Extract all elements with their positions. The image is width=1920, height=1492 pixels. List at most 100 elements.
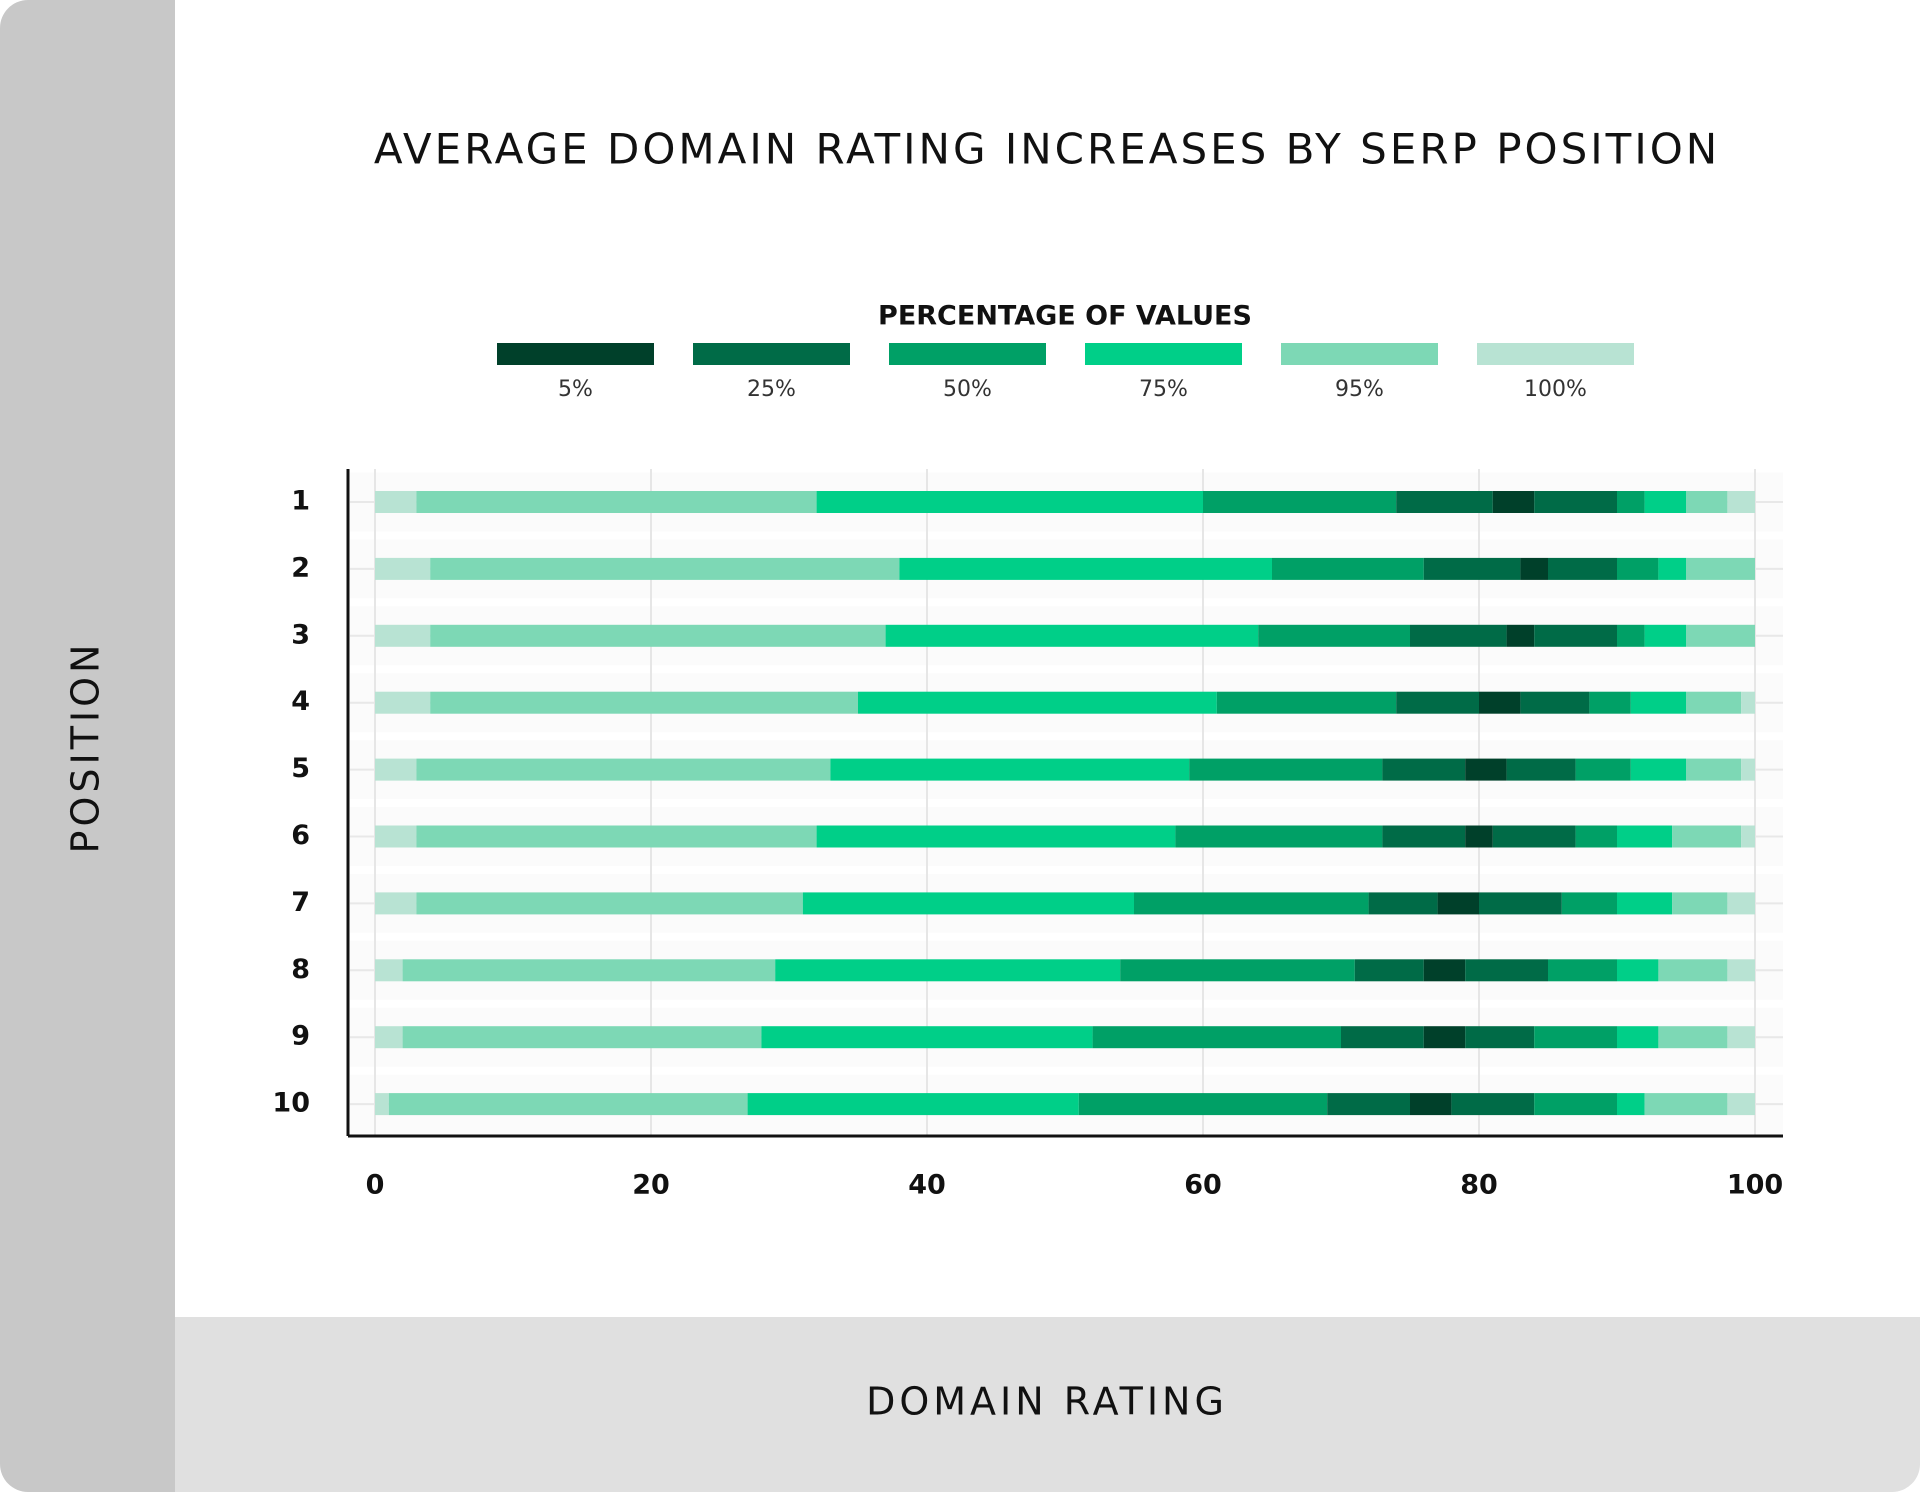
y-tick-label: 10 [272,1088,310,1119]
x-tick-label: 40 [908,1170,946,1201]
bar-segment [1520,557,1548,580]
bar-segment [1479,892,1562,915]
bar-segment [1492,825,1576,848]
y-axis-label: POSITION [64,641,108,854]
bar-segment [1727,1026,1755,1049]
bar-segment [1672,825,1742,848]
legend-label: 25% [747,377,796,402]
bar-segment [1630,691,1686,714]
bar-segment [816,825,1176,848]
y-tick-label: 8 [291,954,310,985]
bar-segment [1396,691,1479,714]
bar-segment [1686,491,1728,513]
y-tick-label: 7 [291,887,310,918]
bar-segment [375,825,417,848]
legend-label: 75% [1139,377,1188,402]
bar-segment [416,491,817,513]
bar-segment [1534,1093,1617,1116]
bar-segment [1686,624,1755,647]
bar-segment [1617,892,1673,915]
bar-segment [1534,624,1617,647]
bar-segment [1534,1026,1617,1049]
bar-segment [375,959,403,982]
bar-segment [1520,691,1590,714]
bar-segment [1382,758,1466,781]
bar-segment [1465,825,1493,848]
x-tick-label: 100 [1727,1170,1783,1201]
bar-segment [1451,1093,1535,1116]
bar-segment [1686,557,1755,580]
legend-swatch [693,343,850,365]
bar-segment [1617,1026,1659,1049]
bar-segment [375,1093,389,1116]
legend-swatch [1085,343,1242,365]
bar-segment [375,758,417,781]
bar-segment [1078,1093,1328,1116]
bar-segment [1741,825,1755,848]
bar-segment [1465,1026,1535,1049]
bar-segment [430,691,858,714]
bar-segment [1658,1026,1728,1049]
bar-segment [1686,691,1742,714]
bar-segment [1741,758,1755,781]
bar-segment [1465,959,1548,982]
bar-segment [1382,825,1466,848]
bar-segment [1561,892,1617,915]
bar-segment [1410,1093,1452,1116]
y-tick-label: 9 [291,1021,310,1052]
x-axis-label: DOMAIN RATING [866,1380,1228,1424]
bar-segment [430,624,886,647]
bar-segment [1548,959,1617,982]
bar-segment [402,959,776,982]
bar-segment [858,691,1217,714]
bar-segment [1203,491,1397,513]
bar-segment [1492,491,1535,513]
bar-segment [375,557,431,580]
bar-segment [1272,557,1424,580]
corner [1892,0,1920,28]
bar-segment [1437,892,1479,915]
bar-segment [1479,691,1521,714]
bar-segment [1589,691,1631,714]
legend-swatch [889,343,1046,365]
bar-segment [388,1093,748,1116]
x-tick-label: 60 [1184,1170,1222,1201]
x-tick-label: 20 [632,1170,670,1201]
bar-segment [802,892,1134,915]
y-tick-label: 3 [291,619,310,650]
legend-label: 100% [1524,377,1587,402]
bar-segment [1617,624,1645,647]
bar-segment [899,557,1272,580]
bar-segment [1410,624,1507,647]
bar-segment [1534,491,1617,513]
bar-segment [1617,557,1659,580]
bar-segment [1506,624,1535,647]
bar-segment [1727,892,1755,915]
legend-swatch [1281,343,1438,365]
bar-segment [1368,892,1438,915]
bar-segment [1423,557,1521,580]
bottom-panel [175,1317,1920,1492]
chart-title: AVERAGE DOMAIN RATING INCREASES BY SERP … [374,125,1720,174]
bar-segment [1423,959,1466,982]
bar-segment [375,892,417,915]
bar-segment [1189,758,1383,781]
bar-segment [1092,1026,1341,1049]
bar-segment [1658,959,1728,982]
y-tick-label: 5 [291,753,310,784]
bar-segment [1506,758,1576,781]
bar-segment [416,758,831,781]
bar-segment [416,825,817,848]
bar-segment [1258,624,1410,647]
bar-segment [1327,1093,1410,1116]
bar-segment [1575,758,1631,781]
x-tick-label: 80 [1460,1170,1498,1201]
bar-segment [1216,691,1397,714]
bar-segment [1354,959,1424,982]
bar-segment [747,1093,1079,1116]
bar-segment [1658,557,1686,580]
bar-segment [1617,491,1645,513]
x-tick-label: 0 [366,1170,385,1201]
bar-segment [375,1026,403,1049]
